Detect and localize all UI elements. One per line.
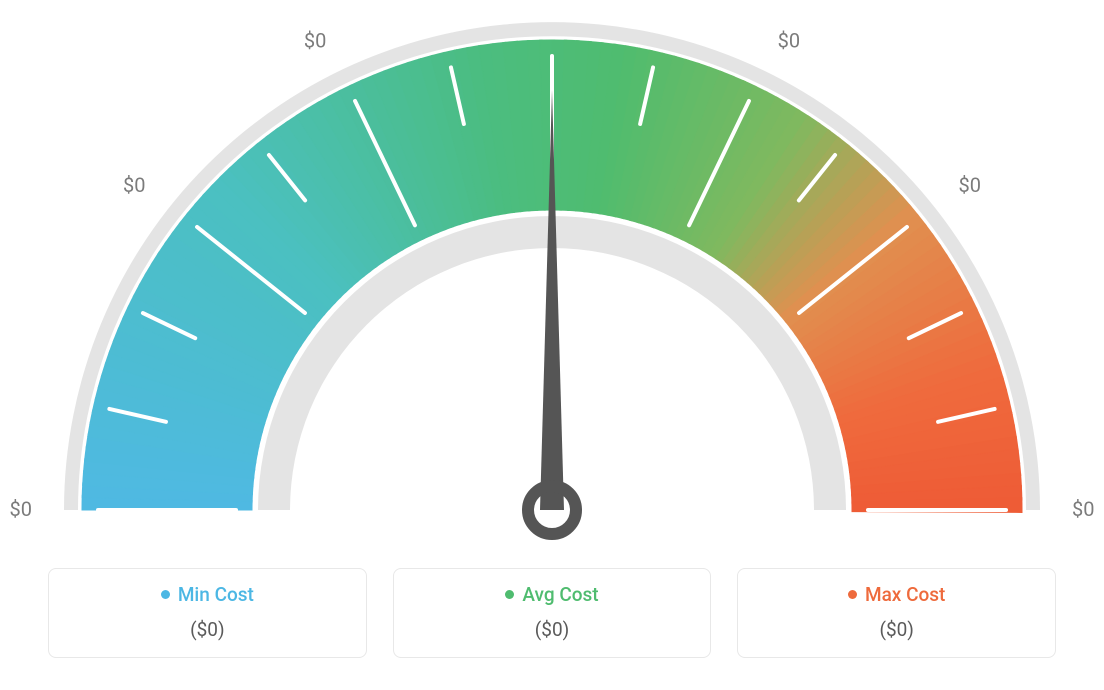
legend-title: Max Cost — [848, 583, 945, 606]
legend-box: Min Cost ($0) — [48, 568, 367, 658]
gauge-tick-label: $0 — [1072, 497, 1094, 521]
legend-title: Min Cost — [161, 583, 254, 606]
legend-label: Max Cost — [865, 583, 945, 606]
legend-box: Max Cost ($0) — [737, 568, 1056, 658]
legend-label: Min Cost — [178, 583, 254, 606]
legend-value: ($0) — [535, 618, 569, 641]
gauge-tick-label: $0 — [10, 497, 32, 521]
legend-title: Avg Cost — [505, 583, 598, 606]
legend-dot-icon — [161, 590, 170, 599]
legend-label: Avg Cost — [522, 583, 598, 606]
gauge-tick-label: $0 — [123, 173, 145, 197]
legend-dot-icon — [848, 590, 857, 599]
gauge-svg: $0 $0 $0 $0 $0 $0 $0 — [0, 0, 1104, 560]
gauge-tick-label: $0 — [304, 28, 326, 52]
gauge-tick-label: $0 — [959, 173, 981, 197]
gauge-tick-label: $0 — [541, 0, 563, 1]
legend-row: Min Cost ($0) Avg Cost ($0) Max Cost ($0) — [0, 568, 1104, 658]
legend-dot-icon — [505, 590, 514, 599]
legend-value: ($0) — [879, 618, 913, 641]
gauge-chart: $0 $0 $0 $0 $0 $0 $0 — [0, 0, 1104, 560]
legend-box: Avg Cost ($0) — [393, 568, 712, 658]
gauge-tick-label: $0 — [778, 28, 800, 52]
legend-value: ($0) — [190, 618, 224, 641]
